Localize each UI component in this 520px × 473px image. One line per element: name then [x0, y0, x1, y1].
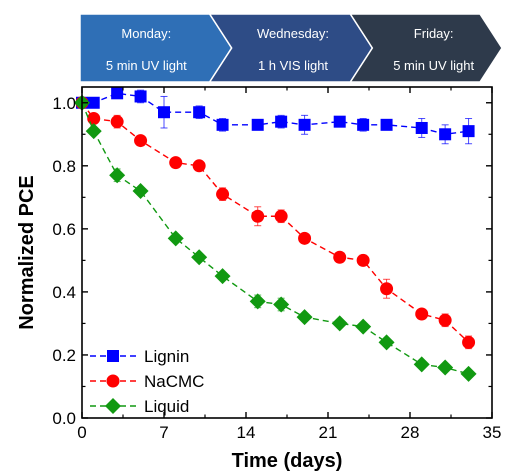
data-point	[109, 167, 125, 183]
data-point	[298, 232, 311, 245]
data-point	[333, 251, 346, 264]
axes: 0 7 14 21 28 35 0.0 0.2 0.4 0.6 0.8 1.0 Time (days) N…	[16, 87, 501, 472]
data-point	[299, 119, 311, 131]
data-point	[463, 125, 475, 137]
y-tick-label: 1.0	[52, 94, 76, 113]
data-point	[416, 122, 428, 134]
y-tick-label: 0.2	[52, 346, 76, 365]
banner-treatment-label: 5 min UV light	[106, 58, 187, 73]
x-tick-label: 35	[483, 423, 502, 442]
data-point	[357, 119, 369, 131]
data-point	[275, 116, 287, 128]
data-point	[87, 112, 100, 125]
data-point	[193, 159, 206, 172]
y-tick-label: 0.6	[52, 220, 76, 239]
data-point	[381, 119, 393, 131]
data-point	[111, 115, 124, 128]
data-point	[334, 116, 346, 128]
legend: Lignin NaCMC Liquid	[90, 347, 204, 416]
x-tick-label: 7	[159, 423, 168, 442]
data-point	[380, 282, 393, 295]
banner-day-label: Wednesday:	[257, 26, 329, 41]
data-point	[191, 249, 207, 265]
banner-treatment-label: 1 h VIS light	[258, 58, 328, 73]
legend-label-liquid: Liquid	[144, 397, 189, 416]
series-liquid	[74, 95, 477, 382]
data-point	[437, 360, 453, 376]
series-lignin	[76, 87, 475, 143]
x-tick-label: 14	[237, 423, 256, 442]
data-point	[332, 315, 348, 331]
data-point	[461, 366, 477, 382]
data-point	[439, 128, 451, 140]
treatment-schedule-banner: Monday: 5 min UV light Wednesday: 1 h VIS l…	[80, 14, 502, 82]
x-tick-label: 0	[77, 423, 86, 442]
legend-label-lignin: Lignin	[144, 347, 189, 366]
data-point	[215, 268, 231, 284]
series-nacmc	[76, 96, 476, 349]
data-point	[169, 156, 182, 169]
data-point	[217, 119, 229, 131]
y-tick-label: 0.0	[52, 409, 76, 428]
legend-marker	[107, 375, 120, 388]
x-tick-label: 28	[401, 423, 420, 442]
banner-day-label: Friday:	[414, 26, 454, 41]
data-point	[415, 307, 428, 320]
y-axis-title: Normalized PCE	[16, 175, 38, 329]
banner-day-label: Monday:	[121, 26, 171, 41]
data-point	[133, 183, 149, 199]
data-point	[379, 334, 395, 350]
legend-marker	[107, 350, 119, 362]
x-tick-label: 21	[319, 423, 338, 442]
banner-treatment-label: 5 min UV light	[393, 58, 474, 73]
legend-label-nacmc: NaCMC	[144, 372, 204, 391]
data-point	[111, 87, 123, 99]
data-point	[462, 336, 475, 349]
data-point	[297, 309, 313, 325]
y-tick-label: 0.4	[52, 283, 76, 302]
data-point	[439, 314, 452, 327]
data-point	[134, 134, 147, 147]
x-axis-title: Time (days)	[232, 450, 343, 472]
y-tick-label: 0.8	[52, 157, 76, 176]
data-point	[135, 90, 147, 102]
data-point	[252, 119, 264, 131]
legend-marker	[105, 398, 121, 414]
data-point	[168, 230, 184, 246]
data-point	[251, 210, 264, 223]
data-point	[273, 297, 289, 313]
data-point	[158, 106, 170, 118]
data-point	[193, 106, 205, 118]
plot-area	[74, 87, 477, 382]
data-point	[357, 254, 370, 267]
data-point	[250, 293, 266, 309]
data-point	[86, 123, 102, 139]
data-point	[275, 210, 288, 223]
data-point	[414, 356, 430, 372]
data-point	[355, 319, 371, 335]
data-point	[216, 188, 229, 201]
